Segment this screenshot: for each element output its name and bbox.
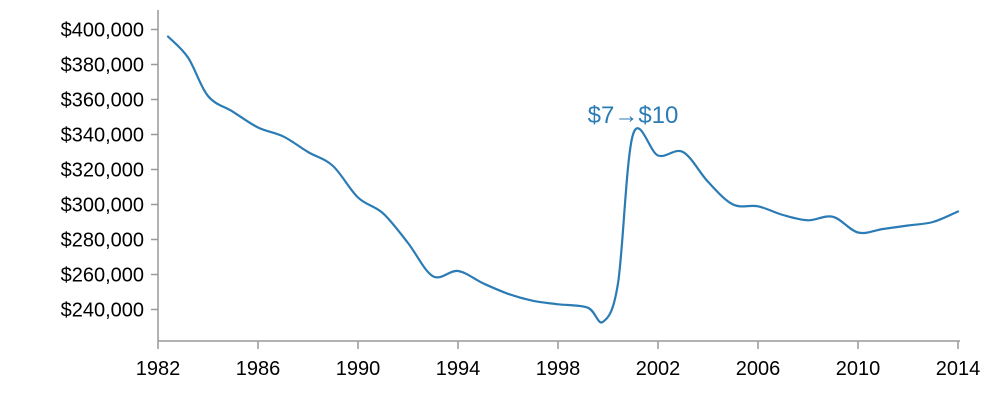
y-tick-label: $400,000 [61, 20, 144, 42]
y-tick-label: $360,000 [61, 90, 144, 112]
x-tick-label: 2010 [836, 358, 881, 380]
y-tick-label: $260,000 [61, 265, 144, 287]
x-tick-label: 1998 [536, 358, 581, 380]
x-axis-tick-labels: 1982 1986 1990 1994 1998 2002 2006 2010 2014 [136, 358, 981, 380]
annotation-label: $7→$10 [588, 102, 679, 129]
y-tick-label: $320,000 [61, 160, 144, 182]
series-line [166, 35, 960, 324]
y-tick-label: $380,000 [61, 55, 144, 77]
y-axis-tick-labels: $240,000 $260,000 $280,000 $300,000 $320,000… [61, 20, 144, 322]
y-tick-label: $280,000 [61, 230, 144, 252]
y-tick-label: $300,000 [61, 195, 144, 217]
x-tick-label: 2002 [636, 358, 681, 380]
x-tick-label: 1982 [136, 358, 181, 380]
x-tick-label: 1986 [236, 358, 281, 380]
y-tick-label: $240,000 [61, 300, 144, 322]
annotation-layer: $7→$10 [588, 102, 679, 129]
x-tick-label: 1994 [436, 358, 481, 380]
series-layer [166, 35, 960, 324]
x-tick-label: 2014 [936, 358, 981, 380]
y-tick-label: $340,000 [61, 125, 144, 147]
chart-axes [151, 10, 960, 349]
x-tick-label: 2006 [736, 358, 781, 380]
x-tick-label: 1990 [336, 358, 381, 380]
